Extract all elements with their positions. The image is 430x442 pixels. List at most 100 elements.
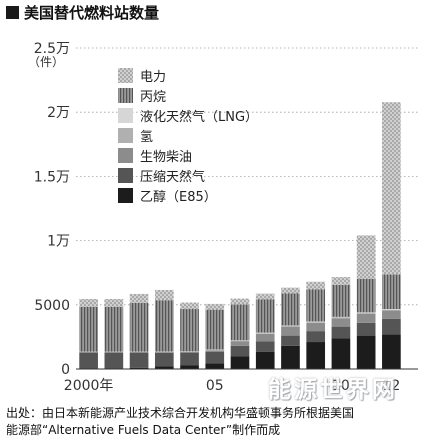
y-tick-label: 1.5万 bbox=[34, 169, 70, 185]
bar-segment bbox=[104, 351, 124, 353]
bar-segment bbox=[205, 349, 225, 351]
y-tick-label: 2万 bbox=[47, 105, 70, 121]
bar-segment bbox=[180, 351, 199, 353]
source-line-1: 出处：由日本新能源产业技术综合开发机构华盛顿事务所根据美国 bbox=[6, 406, 355, 420]
bar-segment bbox=[104, 299, 124, 307]
bar-segment bbox=[255, 299, 275, 333]
legend-swatch bbox=[118, 88, 133, 103]
bar-segment bbox=[382, 318, 401, 335]
bar-segment bbox=[356, 312, 376, 314]
bar-segment bbox=[154, 351, 174, 353]
bar-segment bbox=[180, 309, 199, 352]
bar-segment bbox=[382, 102, 401, 275]
bar-segment bbox=[79, 352, 98, 369]
bar-segment bbox=[129, 351, 149, 353]
bar-segment bbox=[356, 278, 376, 313]
x-tick-label: 05 bbox=[206, 378, 224, 394]
bar-segment bbox=[154, 300, 174, 352]
bar-segment bbox=[306, 342, 326, 369]
bar-segment bbox=[356, 335, 376, 369]
y-tick-label: 0 bbox=[61, 362, 70, 378]
bar-segment bbox=[306, 322, 326, 332]
bar-segment bbox=[79, 306, 98, 352]
bar-segment bbox=[205, 363, 225, 369]
bar-segment bbox=[205, 351, 225, 364]
bar-segment bbox=[154, 289, 174, 301]
bar-segment bbox=[306, 331, 326, 343]
legend-swatch bbox=[118, 188, 133, 203]
bar-segment bbox=[281, 335, 300, 346]
y-tick-label: 5000 bbox=[34, 298, 70, 314]
legend-label: 氢 bbox=[140, 130, 153, 145]
bar-segment bbox=[154, 352, 174, 367]
bar-segment bbox=[205, 350, 225, 352]
bar-segment bbox=[104, 352, 124, 369]
bar-segment bbox=[306, 281, 326, 290]
bar-segment bbox=[205, 303, 225, 310]
bar-segment bbox=[255, 293, 275, 300]
bar-segment bbox=[154, 366, 174, 369]
axis-layer: 0 5000 1万 1.5万 2万 2.5万（件） 2000年 05 10 12 bbox=[28, 41, 418, 394]
bar-segment bbox=[230, 298, 250, 305]
legend-swatch bbox=[118, 68, 133, 83]
source-note: 出处：由日本新能源产业技术综合开发机构华盛顿事务所根据美国 能源部“Altern… bbox=[6, 405, 354, 439]
legend-swatch bbox=[118, 128, 133, 143]
bar-segment bbox=[230, 304, 250, 341]
bar-segment bbox=[281, 326, 300, 336]
bar-segment bbox=[356, 235, 376, 279]
bar-segment bbox=[79, 351, 98, 353]
bar-segment bbox=[255, 351, 275, 369]
bar-segment bbox=[180, 302, 199, 310]
bar-segment bbox=[382, 334, 401, 369]
legend-swatch bbox=[118, 168, 133, 183]
legend-swatch bbox=[118, 108, 133, 123]
y-tick-label: 1万 bbox=[47, 234, 70, 250]
bar-segment bbox=[230, 341, 250, 346]
bar-segment bbox=[104, 306, 124, 352]
bar-segment bbox=[382, 309, 401, 310]
bar-segment bbox=[129, 293, 149, 303]
bar-segment bbox=[230, 340, 250, 342]
bar-segment bbox=[281, 325, 300, 327]
bar-segment bbox=[331, 318, 351, 327]
bar-segment bbox=[331, 326, 351, 339]
bar-segment bbox=[205, 350, 225, 351]
bar-segment bbox=[331, 338, 351, 369]
source-line-2: 能源部“Alternative Fuels Data Center”制作而成 bbox=[6, 423, 281, 437]
bar-segment bbox=[255, 333, 275, 342]
y-tick-label: 2.5万 bbox=[34, 41, 70, 57]
bar-segment bbox=[79, 299, 98, 307]
bar-segment bbox=[255, 332, 275, 334]
legend-label: 乙醇（E85） bbox=[140, 189, 217, 205]
bar-segment bbox=[129, 302, 149, 352]
bar-segment bbox=[331, 317, 351, 319]
bar-segment bbox=[356, 313, 376, 314]
x-tick-label: 10 bbox=[332, 378, 350, 394]
y-unit-label: （件） bbox=[28, 55, 64, 69]
legend-label: 压缩天然气 bbox=[140, 169, 205, 185]
bar-segment bbox=[382, 310, 401, 319]
bars-layer bbox=[79, 102, 401, 369]
bar-segment bbox=[331, 277, 351, 285]
bar-segment bbox=[230, 345, 250, 357]
bar-segment bbox=[255, 341, 275, 352]
legend-label: 丙烷 bbox=[140, 90, 166, 105]
chart-title: 美国替代燃料站数量 bbox=[24, 4, 160, 22]
legend-label: 液化天然气（LNG） bbox=[140, 109, 258, 125]
legend-label: 电力 bbox=[140, 70, 166, 85]
bar-segment bbox=[230, 341, 250, 342]
watermark-text: 能源世界网 bbox=[268, 377, 398, 403]
bar-segment bbox=[180, 365, 199, 369]
bar-segment bbox=[205, 309, 225, 350]
legend-swatch bbox=[118, 148, 133, 163]
bar-segment bbox=[331, 316, 351, 318]
bar-segment bbox=[382, 309, 401, 311]
bar-segment bbox=[129, 352, 149, 368]
x-tick-label: 12 bbox=[382, 378, 400, 394]
legend-label: 生物柴油 bbox=[140, 150, 192, 165]
bar-segment bbox=[180, 352, 199, 366]
bar-segment bbox=[306, 321, 326, 323]
bar-segment bbox=[281, 345, 300, 369]
